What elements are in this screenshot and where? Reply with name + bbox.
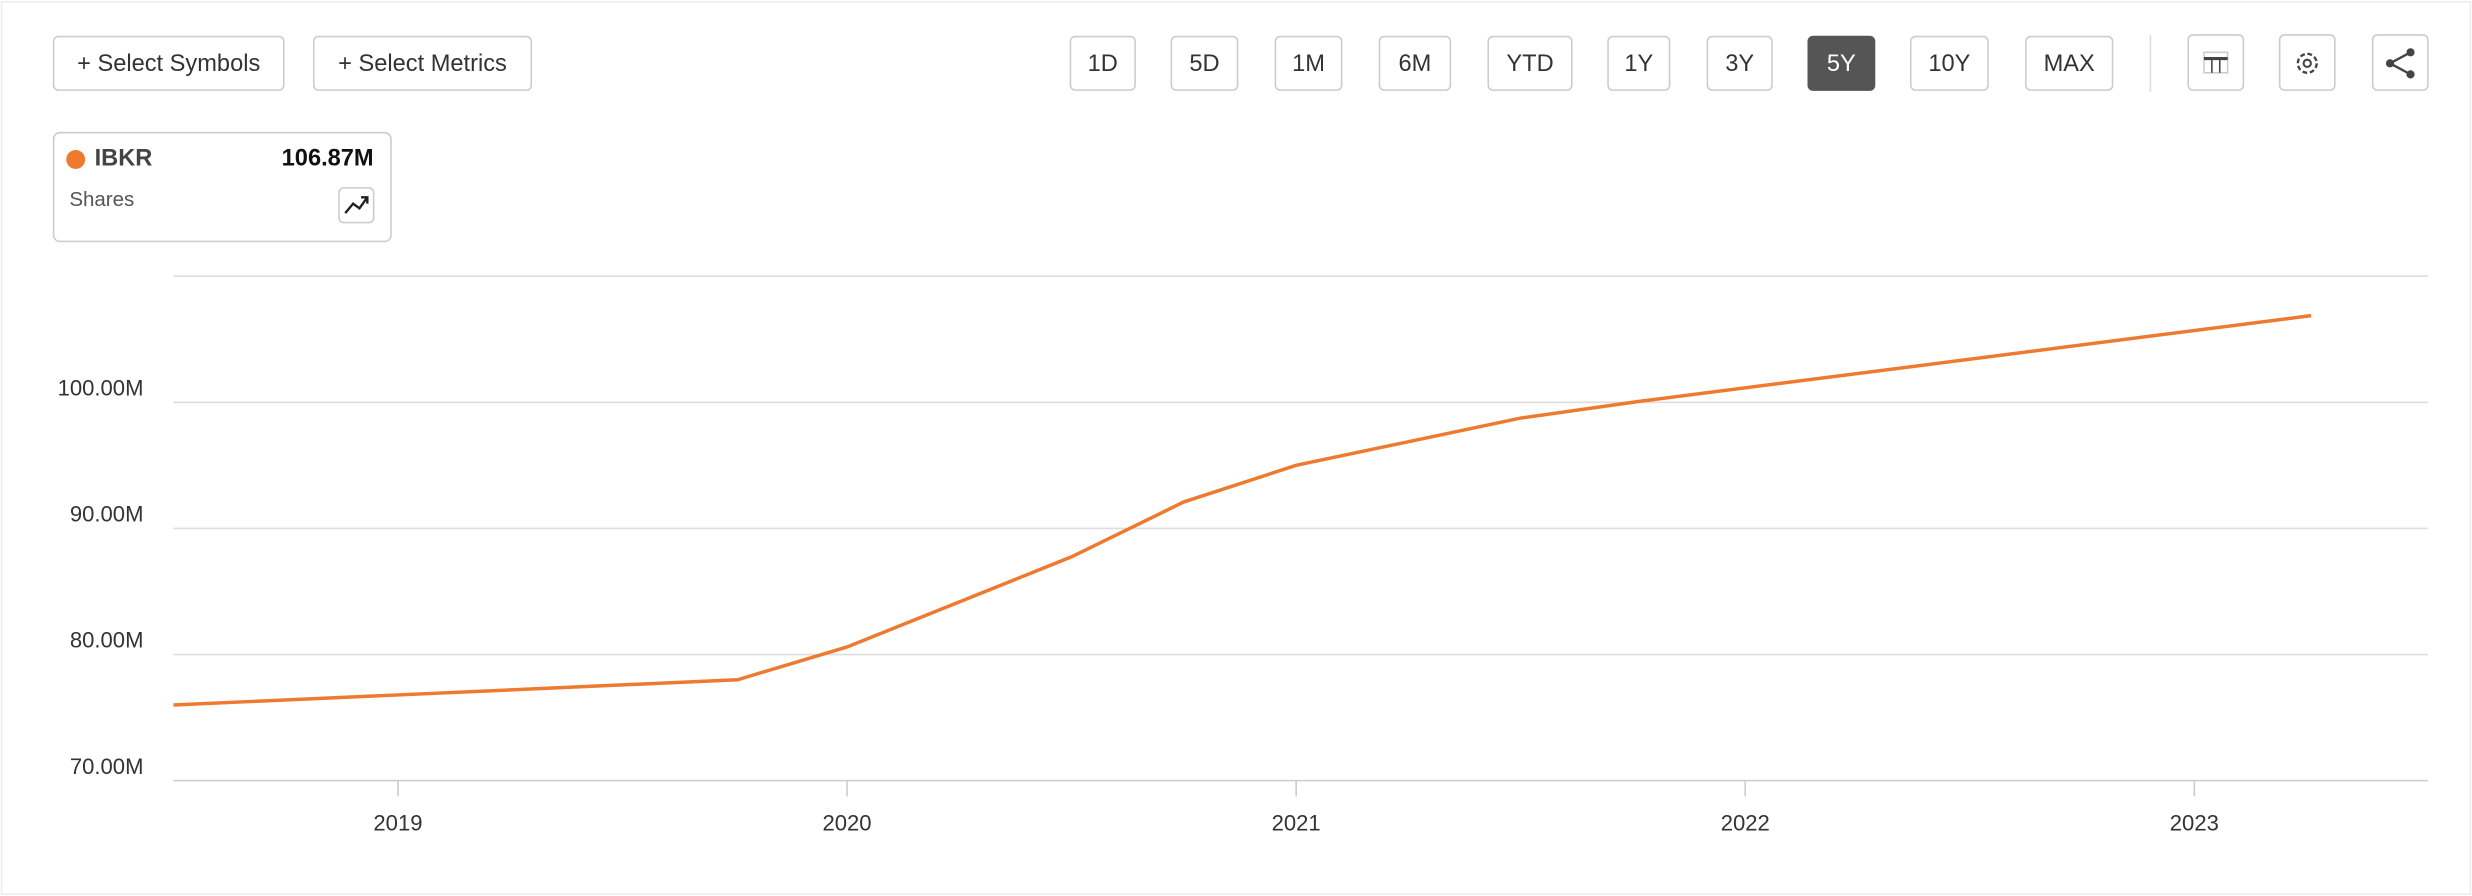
button-bg [1807, 35, 1876, 91]
button-bg [1069, 35, 1136, 91]
x-tick-label: 2021 [1272, 811, 1321, 836]
chart-type-button[interactable] [338, 187, 375, 224]
select-symbols-button[interactable]: + Select Symbols [52, 35, 285, 91]
y-tick-label: 90.00M [70, 502, 144, 527]
range-button[interactable]: 1D [1069, 35, 1136, 91]
button-label: 5Y [1827, 51, 1856, 77]
button-label: 5D [1189, 51, 1219, 77]
range-button[interactable]: 5Y [1807, 35, 1876, 91]
button-bg [1274, 35, 1343, 91]
x-tick-label: 2020 [823, 811, 872, 836]
range-button[interactable]: 3Y [1706, 35, 1773, 91]
range-buttons: 1D 5D 1M 6M YTD 1Y 3Y 5Y 10Y MAX [1069, 35, 2114, 91]
y-tick-label: 70.00M [70, 754, 144, 779]
range-button[interactable]: 6M [1378, 35, 1452, 91]
button-label: + Select Metrics [338, 51, 507, 77]
legend-swatch [66, 150, 86, 169]
range-button[interactable]: 10Y [1909, 35, 1989, 91]
button-label: 6M [1399, 51, 1432, 77]
y-tick-label: 80.00M [70, 628, 144, 653]
button-label: YTD [1506, 51, 1553, 77]
button-bg [1706, 35, 1773, 91]
button-label: 1Y [1624, 51, 1653, 77]
select-metrics-button[interactable]: + Select Metrics [312, 35, 533, 91]
button-bg [2025, 35, 2114, 91]
button-bg [1909, 35, 1989, 91]
button-label: MAX [2044, 51, 2095, 77]
legend-value: 106.87M [282, 146, 374, 172]
range-button[interactable]: 1Y [1607, 35, 1671, 91]
button-label: 3Y [1725, 51, 1754, 77]
button-bg [1170, 35, 1239, 91]
button-bg [1487, 35, 1573, 91]
button-label: 1M [1292, 51, 1325, 77]
button-label: 1D [1088, 51, 1118, 77]
button-bg [1607, 35, 1671, 91]
y-tick-label: 100.00M [58, 375, 144, 400]
button-bg [1378, 35, 1452, 91]
table-button[interactable] [2187, 34, 2245, 91]
range-button[interactable]: MAX [2025, 35, 2114, 91]
legend-card: IBKR 106.87M Shares [52, 131, 392, 243]
settings-button[interactable] [2278, 34, 2336, 91]
plot: 70.00M 80.00M 90.00M 100.00M 2019 2020 2021 202… [58, 275, 2428, 836]
range-button[interactable]: 5D [1170, 35, 1239, 91]
x-tick-label: 2023 [2170, 811, 2219, 836]
button-label: + Select Symbols [77, 51, 260, 77]
button-label: 10Y [1928, 51, 1970, 77]
x-tick-label: 2019 [373, 811, 422, 836]
x-tick-label: 2022 [1721, 811, 1770, 836]
range-button[interactable]: 1M [1274, 35, 1343, 91]
legend-symbol: IBKR [95, 146, 153, 172]
legend-metric: Shares [69, 188, 134, 211]
series-line [173, 313, 2312, 707]
range-button[interactable]: YTD [1487, 35, 1573, 91]
share-button[interactable] [2371, 34, 2429, 91]
